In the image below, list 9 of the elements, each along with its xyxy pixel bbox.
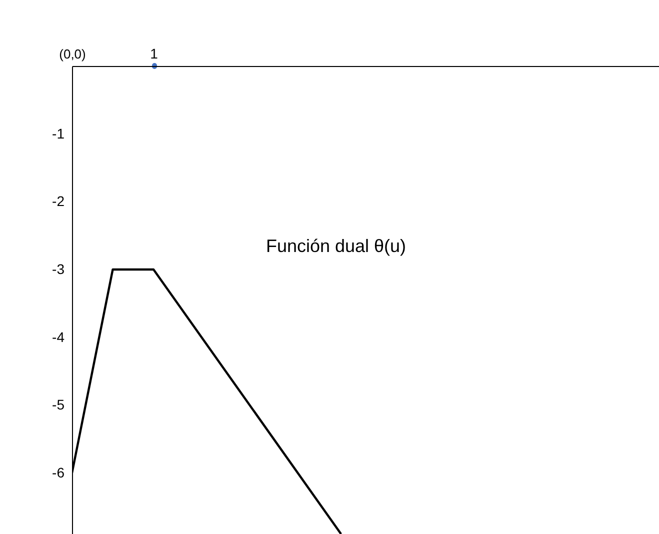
y-tick-label: -2 — [52, 193, 65, 210]
y-tick-label: -1 — [52, 125, 65, 142]
y-tick-label: -3 — [52, 260, 65, 277]
y-tick-label: -5 — [52, 396, 65, 413]
x-tick-label: (0,0) — [59, 46, 86, 62]
y-tick-label: -6 — [52, 464, 65, 480]
y-tick-label: -4 — [52, 328, 65, 345]
x-tick-label: 1 — [150, 46, 158, 62]
text: Función dual θ(u) — [266, 236, 406, 256]
